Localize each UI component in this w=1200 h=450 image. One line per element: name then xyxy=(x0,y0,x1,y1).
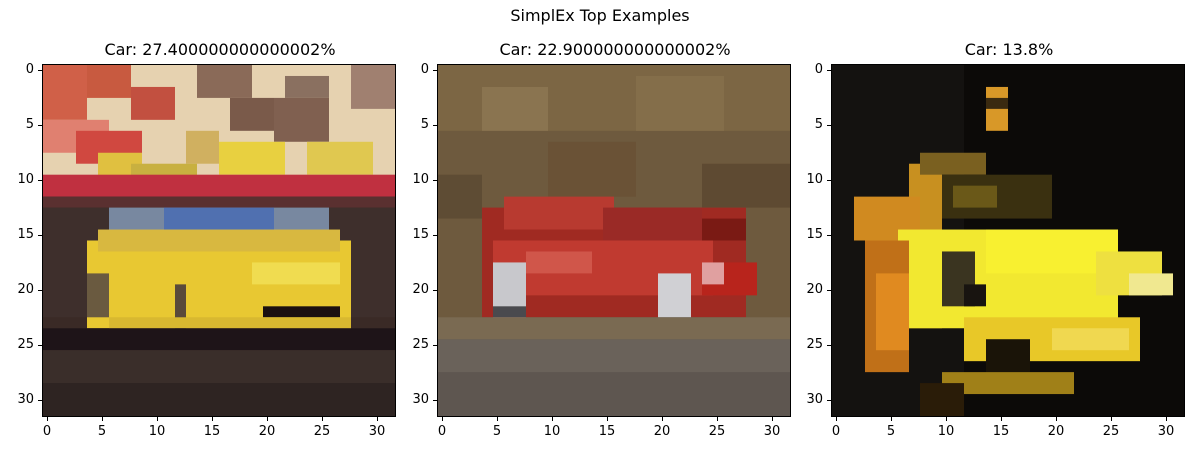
panel-3-ytick-5: 5 xyxy=(789,118,831,132)
panel-1-ytick-0: 0 xyxy=(0,63,42,77)
panel-3-xtick-30: 30 xyxy=(1151,417,1181,439)
panel-3-title: Car: 13.8% xyxy=(964,40,1054,59)
panel-2-ytick-30: 30 xyxy=(395,393,437,407)
panel-2-ytick-25: 25 xyxy=(395,338,437,352)
figure-suptitle: SimplEx Top Examples xyxy=(510,6,690,25)
panel-3-ytick-25: 25 xyxy=(789,338,831,352)
panel-1-ytick-30: 30 xyxy=(0,393,42,407)
panel-2-xtick-0: 0 xyxy=(427,417,457,439)
panel-1-ytick-10: 10 xyxy=(0,173,42,187)
panel-3-ytick-15: 15 xyxy=(789,228,831,242)
panel-1-xtick-15: 15 xyxy=(197,417,227,439)
panel-1-xtick-30: 30 xyxy=(362,417,392,439)
panel-3-xtick-15: 15 xyxy=(986,417,1016,439)
panel-2-xtick-20: 20 xyxy=(647,417,677,439)
panel-2-ytick-0: 0 xyxy=(395,63,437,77)
panel-2-xtick-10: 10 xyxy=(537,417,567,439)
panel-2-title: Car: 22.900000000000002% xyxy=(499,40,731,59)
panel-1-xtick-10: 10 xyxy=(142,417,172,439)
panel-3-xtick-10: 10 xyxy=(931,417,961,439)
panel-1-ytick-5: 5 xyxy=(0,118,42,132)
panel-1-ytick-25: 25 xyxy=(0,338,42,352)
panel-3: Car: 13.8% xyxy=(806,0,1191,450)
panel-3-ytick-20: 20 xyxy=(789,283,831,297)
panel-2-image xyxy=(437,64,791,417)
panel-2-ytick-20: 20 xyxy=(395,283,437,297)
panel-3-ytick-10: 10 xyxy=(789,173,831,187)
panel-2-ytick-10: 10 xyxy=(395,173,437,187)
panel-1-ytick-15: 15 xyxy=(0,228,42,242)
panel-3-xtick-5: 5 xyxy=(876,417,906,439)
panel-3-image xyxy=(831,64,1185,417)
panel-2-ytick-15: 15 xyxy=(395,228,437,242)
panel-3-ytick-0: 0 xyxy=(789,63,831,77)
panel-1-title: Car: 27.400000000000002% xyxy=(104,40,336,59)
panel-1-ytick-20: 20 xyxy=(0,283,42,297)
panel-1-xtick-0: 0 xyxy=(32,417,62,439)
panel-2-xtick-5: 5 xyxy=(482,417,512,439)
panel-3-xtick-0: 0 xyxy=(821,417,851,439)
panel-1-xtick-5: 5 xyxy=(87,417,117,439)
panel-3-ytick-30: 30 xyxy=(789,393,831,407)
panel-3-xtick-20: 20 xyxy=(1041,417,1071,439)
panel-2-xtick-15: 15 xyxy=(592,417,622,439)
panel-2-ytick-5: 5 xyxy=(395,118,437,132)
panel-1-image xyxy=(42,64,396,417)
panel-3-xtick-25: 25 xyxy=(1096,417,1126,439)
panel-2-xtick-25: 25 xyxy=(702,417,732,439)
panel-2: Car: 22.900000000000002% xyxy=(412,0,797,450)
panel-1-xtick-20: 20 xyxy=(252,417,282,439)
panel-2-xtick-30: 30 xyxy=(757,417,787,439)
panel-1: Car: 27.400000000000002% xyxy=(17,0,402,450)
panel-1-xtick-25: 25 xyxy=(307,417,337,439)
